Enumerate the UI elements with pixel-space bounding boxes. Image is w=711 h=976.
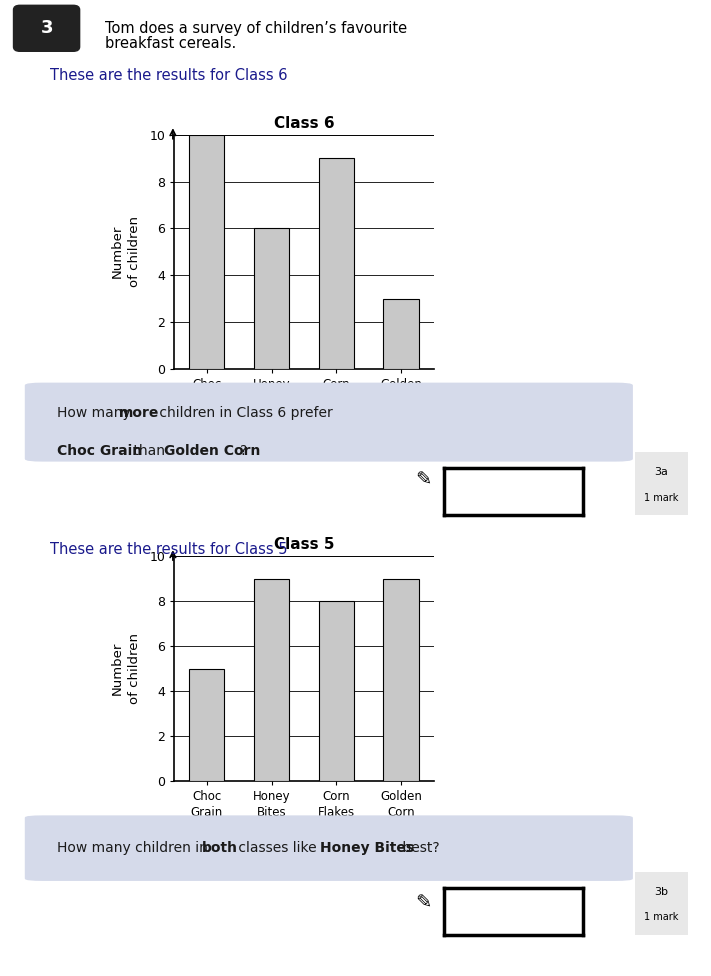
Text: 3a: 3a [655, 468, 668, 477]
Text: best?: best? [397, 841, 439, 855]
Y-axis label: Number
of children: Number of children [111, 633, 141, 704]
Text: 1 mark: 1 mark [644, 913, 679, 922]
Bar [319, 601, 354, 781]
Text: Choc Grain: Choc Grain [57, 444, 142, 458]
Text: How many: How many [57, 406, 135, 420]
Text: more: more [119, 406, 159, 420]
Bar [189, 669, 225, 781]
Y-axis label: Number
of children: Number of children [111, 217, 141, 287]
Bar [383, 299, 419, 369]
Title: Class 5: Class 5 [274, 538, 334, 552]
Text: 3b: 3b [655, 887, 668, 897]
Text: ?: ? [240, 444, 247, 458]
Bar [319, 158, 354, 369]
Bar [189, 135, 225, 369]
Text: children in Class 6 prefer: children in Class 6 prefer [155, 406, 333, 420]
Text: than: than [129, 444, 169, 458]
Text: ✎: ✎ [415, 893, 432, 913]
Text: Honey Bites: Honey Bites [320, 841, 415, 855]
FancyBboxPatch shape [26, 384, 632, 461]
Text: 1 mark: 1 mark [644, 493, 679, 503]
Text: ✎: ✎ [415, 470, 432, 490]
FancyBboxPatch shape [26, 816, 632, 880]
Text: classes like: classes like [234, 841, 321, 855]
Text: Tom does a survey of children’s favourite: Tom does a survey of children’s favourit… [105, 21, 407, 36]
Text: These are the results for Class 6: These are the results for Class 6 [50, 68, 287, 83]
Text: How many children in: How many children in [57, 841, 212, 855]
Text: 3: 3 [41, 20, 53, 37]
Text: breakfast cereals.: breakfast cereals. [105, 36, 237, 51]
FancyBboxPatch shape [14, 5, 80, 52]
Bar [254, 228, 289, 369]
Text: These are the results for Class 5: These are the results for Class 5 [50, 542, 287, 556]
Bar [383, 579, 419, 781]
Title: Class 6: Class 6 [274, 116, 334, 131]
Text: Golden Corn: Golden Corn [164, 444, 260, 458]
Text: both: both [202, 841, 237, 855]
Bar [254, 579, 289, 781]
